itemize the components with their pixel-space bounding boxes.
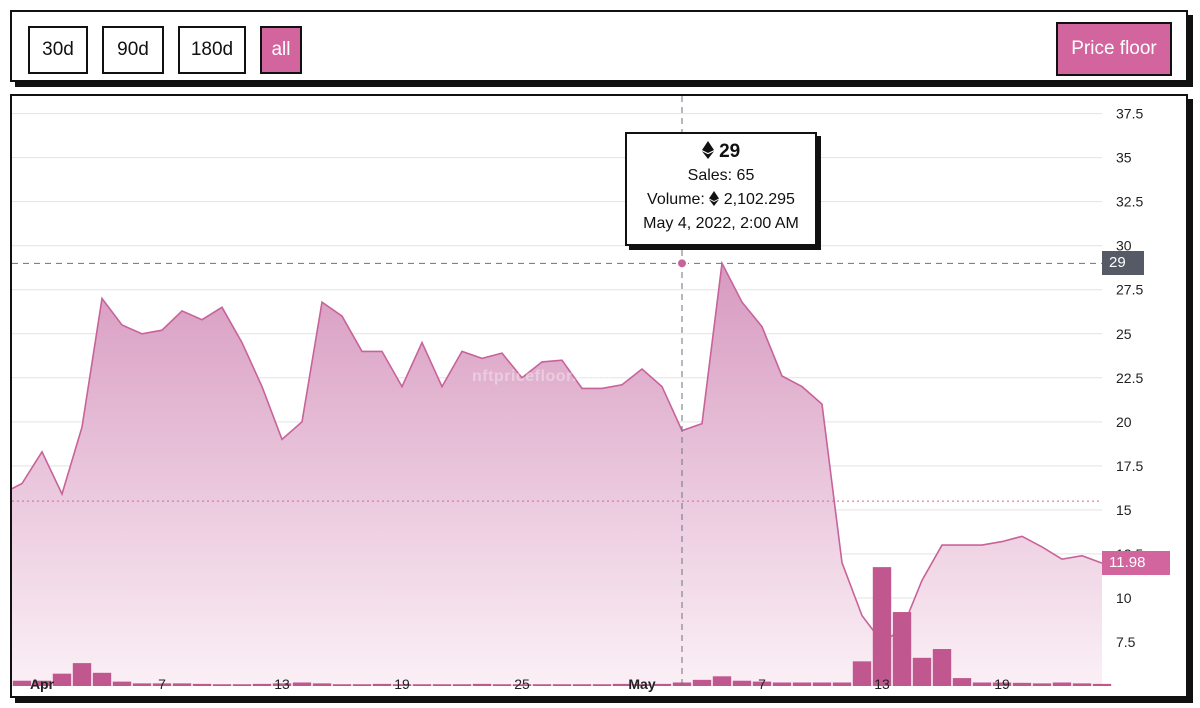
y-tick-label: 15 <box>1116 502 1132 518</box>
volume-bar <box>352 684 372 686</box>
range-button-180d[interactable]: 180d <box>178 26 246 74</box>
y-tick-label: 25 <box>1116 326 1132 342</box>
x-tick-label: 19 <box>994 676 1010 692</box>
tooltip-volume: 2,102.295 <box>723 191 795 208</box>
price-area <box>12 263 1102 686</box>
hover-point <box>676 257 688 270</box>
range-button-30d[interactable]: 30d <box>28 26 88 74</box>
volume-bar <box>912 657 932 686</box>
ethereum-icon <box>701 141 714 159</box>
y-tick-label: 22.5 <box>1116 370 1143 386</box>
volume-bar <box>492 684 512 686</box>
volume-bar <box>292 682 312 686</box>
y-tick-label: 27.5 <box>1116 282 1143 298</box>
range-button-90d[interactable]: 90d <box>102 26 164 74</box>
x-tick-label: 19 <box>394 676 410 692</box>
volume-bar <box>952 678 972 686</box>
volume-bar <box>752 681 772 686</box>
price-tooltip: 29 Sales: 65 Volume: 2,102.295 May 4, 20… <box>625 132 817 246</box>
volume-bar <box>632 684 652 686</box>
price-chart: 7.51012.51517.52022.52527.53032.53537.5A… <box>10 94 1188 698</box>
volume-bar <box>652 683 672 686</box>
volume-bar <box>992 682 1012 686</box>
volume-bar <box>972 682 992 686</box>
volume-bar <box>112 681 132 686</box>
volume-bar <box>792 682 812 686</box>
volume-bar <box>532 684 552 686</box>
watermark: nftpricefloor.com <box>472 368 612 385</box>
volume-bar <box>372 683 392 686</box>
volume-bar <box>452 684 472 686</box>
y-tick-label: 10 <box>1116 590 1132 606</box>
volume-bar <box>192 683 212 686</box>
volume-bar <box>1072 683 1092 686</box>
volume-bar <box>432 684 452 686</box>
volume-bar <box>252 683 272 686</box>
y-tick-label: 37.5 <box>1116 106 1143 122</box>
volume-bar <box>12 680 32 686</box>
hover-value-badge: 29 <box>1102 251 1144 276</box>
volume-bar <box>332 684 352 686</box>
volume-bar <box>232 684 252 686</box>
x-tick-label: May <box>628 676 655 692</box>
volume-bar <box>132 683 152 686</box>
volume-bar <box>512 684 532 686</box>
x-tick-label: 13 <box>874 676 890 692</box>
price-floor-button[interactable]: Price floor <box>1056 22 1172 76</box>
volume-bar <box>212 684 232 686</box>
y-tick-label: 20 <box>1116 414 1132 430</box>
x-tick-label: 25 <box>514 676 530 692</box>
volume-bar <box>772 682 792 686</box>
volume-bar <box>872 567 892 686</box>
volume-bar <box>272 683 292 686</box>
range-toolbar: 30d 90d 180d all Price floor <box>10 10 1188 82</box>
x-tick-label: Apr <box>30 676 55 692</box>
volume-bar <box>412 684 432 686</box>
volume-bar <box>472 683 492 686</box>
range-button-all[interactable]: all <box>260 26 302 74</box>
volume-bar <box>1032 683 1052 686</box>
y-tick-label: 7.5 <box>1116 634 1136 650</box>
price-line <box>12 260 1103 644</box>
volume-bar <box>572 684 592 686</box>
volume-bar <box>32 680 52 686</box>
volume-bar <box>712 676 732 686</box>
x-tick-label: 13 <box>274 676 290 692</box>
tooltip-sales: Sales: 65 <box>687 167 755 184</box>
volume-bar <box>892 612 912 686</box>
tooltip-price: 29 <box>719 141 741 162</box>
volume-bar <box>832 682 852 686</box>
tooltip-date: May 4, 2022, 2:00 AM <box>643 215 799 232</box>
volume-bar <box>172 683 192 686</box>
y-tick-label: 35 <box>1116 150 1132 166</box>
volume-bar <box>932 649 952 686</box>
y-tick-label: 32.5 <box>1116 194 1143 210</box>
y-tick-label: 30 <box>1116 238 1132 254</box>
volume-bar <box>692 679 712 686</box>
volume-bar <box>312 683 332 686</box>
volume-bar <box>152 683 172 686</box>
tooltip-volume-label: Volume: <box>647 191 705 208</box>
volume-bar <box>552 684 572 686</box>
current-value-badge: 11.98 <box>1102 551 1170 576</box>
volume-bar <box>92 672 112 686</box>
ethereum-icon <box>709 191 720 206</box>
volume-bar <box>852 661 872 686</box>
chart-canvas[interactable]: 7.51012.51517.52022.52527.53032.53537.5A… <box>12 96 1186 696</box>
y-tick-label: 17.5 <box>1116 458 1143 474</box>
volume-bar <box>1052 682 1072 686</box>
volume-bar <box>52 673 72 686</box>
volume-bar <box>1012 682 1032 686</box>
volume-bar <box>732 680 752 686</box>
x-tick-label: 7 <box>158 676 166 692</box>
volume-bar <box>612 683 632 686</box>
volume-bar <box>72 663 92 686</box>
x-tick-label: 7 <box>758 676 766 692</box>
volume-bar <box>592 684 612 686</box>
volume-bar <box>392 684 412 686</box>
volume-bar <box>812 682 832 686</box>
volume-bar <box>1092 683 1112 686</box>
